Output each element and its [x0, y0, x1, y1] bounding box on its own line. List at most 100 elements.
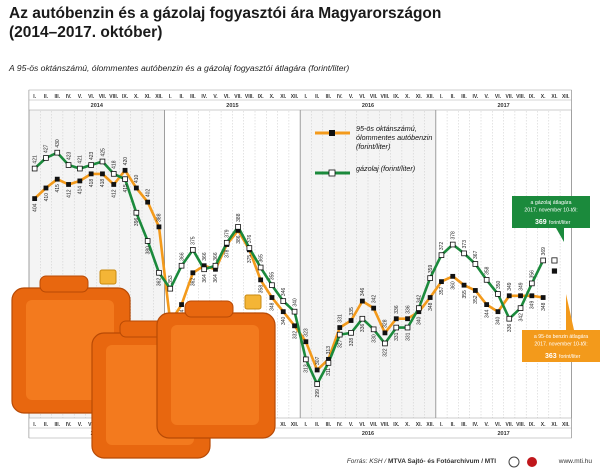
jerrycan-panel — [171, 325, 259, 425]
diesel-data-label: 423 — [89, 151, 95, 160]
month-tick-label: X. — [270, 94, 275, 100]
month-tick-label: VIII. — [516, 422, 526, 428]
month-tick-label: I. — [304, 94, 307, 100]
diesel-data-label: 362 — [157, 278, 163, 287]
petrol-data-label: 352 — [473, 295, 479, 304]
diesel-point — [167, 285, 174, 292]
diesel-data-label: 425 — [100, 148, 106, 157]
diesel-data-label: 366 — [179, 252, 185, 261]
petrol-point — [213, 266, 218, 272]
diesel-data-label: 340 — [292, 298, 298, 307]
diesel-annotation-pointer — [556, 228, 564, 242]
diesel-data-label: 350 — [496, 280, 502, 289]
diesel-data-label: 331 — [394, 332, 400, 341]
diesel-point — [336, 331, 343, 338]
diesel-data-label: 365 — [258, 254, 264, 263]
petrol-annotation-text: 2017. november 10-től: — [534, 342, 587, 348]
diesel-data-label: 355 — [270, 272, 276, 281]
diesel-point — [416, 305, 422, 311]
petrol-point — [314, 367, 320, 373]
month-tick-label: IV. — [201, 94, 207, 100]
petrol-point — [326, 356, 331, 362]
month-tick-label: VIII. — [109, 94, 119, 100]
diesel-point — [246, 245, 253, 251]
month-tick-label: V. — [485, 422, 490, 428]
diesel-data-label: 396 — [134, 218, 140, 227]
petrol-data-label: 360 — [451, 281, 457, 290]
month-tick-label: VIII. — [380, 94, 390, 100]
petrol-point — [371, 305, 377, 311]
month-tick-label: XI. — [551, 94, 558, 100]
month-tick-label: XI. — [551, 422, 558, 428]
diesel-line — [33, 151, 545, 386]
diesel-point — [303, 356, 309, 363]
petrol-point — [66, 182, 71, 187]
footer-source-org: MTVA Sajtó- és Fotóarchívum / MTI — [388, 458, 496, 465]
month-tick-label: VII. — [99, 94, 107, 100]
petrol-point — [100, 171, 105, 177]
petrol-point — [540, 295, 546, 300]
petrol-point — [145, 199, 151, 205]
month-tick-label: II. — [315, 422, 320, 428]
jerrycan-handle — [184, 300, 234, 318]
petrol-point — [529, 293, 535, 299]
diesel-data-label: 369 — [541, 247, 547, 256]
diesel-data-label: 364 — [202, 274, 208, 283]
month-tick-label: VI. — [359, 422, 366, 428]
diesel-point — [156, 269, 162, 276]
year-label: 2014 — [91, 103, 104, 109]
diesel-data-label: 342 — [518, 313, 524, 322]
petrol-data-label: 323 — [304, 328, 310, 337]
diesel-data-label: 359 — [428, 265, 434, 274]
petrol-data-label: 378 — [225, 249, 231, 258]
diesel-point — [314, 381, 320, 387]
diesel-point — [348, 330, 354, 336]
petrol-data-label: 410 — [44, 193, 50, 202]
legend: 95-ös oktánszámú,ólommentes autóbenzin(f… — [315, 124, 432, 177]
petrol-annotation-unit: forint/liter — [559, 354, 581, 360]
month-tick-label: II. — [179, 94, 184, 100]
petrol-data-label: 340 — [281, 316, 287, 325]
diesel-point — [99, 158, 106, 165]
month-tick-label: XII. — [291, 422, 299, 428]
month-tick-label: VIII. — [516, 94, 526, 100]
diesel-data-label: 313 — [304, 364, 310, 373]
petrol-data-label: 404 — [32, 203, 38, 212]
petrol-data-label: 386 — [236, 235, 242, 244]
diesel-point — [291, 308, 298, 315]
petrol-point — [405, 316, 410, 322]
month-tick-label: IV. — [337, 94, 343, 100]
petrol-data-label: 355 — [462, 290, 468, 299]
jerrycan-illustration — [11, 269, 276, 459]
diesel-data-label: 342 — [417, 295, 423, 304]
diesel-point — [506, 315, 513, 322]
diesel-point — [325, 360, 332, 366]
diesel-data-label: 336 — [507, 324, 513, 333]
petrol-data-label: 346 — [360, 288, 366, 297]
month-tick-label: V. — [349, 94, 354, 100]
petrol-point — [337, 325, 343, 330]
petrol-data-label: 335 — [349, 307, 355, 316]
petrol-point — [472, 288, 478, 293]
diesel-data-label: 418 — [112, 160, 118, 169]
diesel-data-label: 311 — [326, 368, 332, 376]
diesel-point — [122, 176, 128, 182]
legend-label: gázolaj (forint/liter) — [356, 164, 415, 173]
petrol-data-label: 348 — [541, 302, 547, 311]
month-tick-label: II. — [44, 422, 49, 428]
petrol-data-label: 362 — [191, 278, 197, 287]
petrol-data-label: 348 — [428, 302, 434, 311]
month-tick-label: IV. — [473, 422, 479, 428]
diesel-point — [201, 266, 207, 273]
month-tick-label: VII. — [370, 94, 378, 100]
petrol-point — [43, 185, 49, 191]
petrol-data-label: 342 — [371, 295, 377, 304]
petrol-annotation-text: a 95-ös benzin átlagára — [534, 334, 588, 340]
diesel-data-label: 322 — [383, 348, 389, 357]
chart-title-line1: Az autóbenzin és a gázolaj fogyasztói ár… — [9, 5, 442, 22]
diesel-data-label: 430 — [55, 139, 61, 148]
diesel-point — [31, 165, 38, 172]
petrol-data-label: 418 — [89, 179, 95, 188]
petrol-data-label: 328 — [383, 319, 389, 328]
year-label: 2016 — [362, 103, 374, 109]
